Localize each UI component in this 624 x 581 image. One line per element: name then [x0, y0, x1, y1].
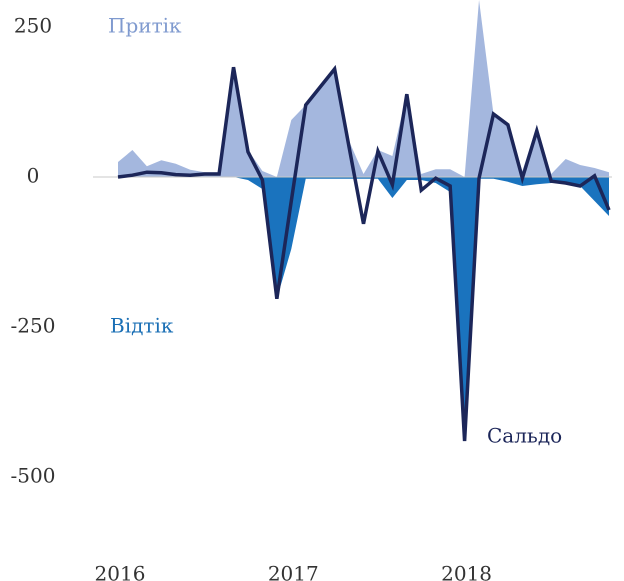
x-tick-label: 2018: [441, 562, 492, 581]
net-line: [117, 64, 611, 442]
series-label: Притік: [108, 14, 182, 38]
y-tick-label: -250: [11, 314, 56, 338]
x-tick-label: 2017: [268, 562, 319, 581]
series-label: Відтік: [110, 314, 174, 338]
y-tick-label: -500: [11, 464, 56, 488]
area: [118, 0, 609, 177]
series-label: Сальдо: [487, 424, 562, 448]
x-tick-label: 2016: [95, 562, 146, 581]
y-tick-label: 0: [27, 164, 40, 188]
y-tick-label: 250: [14, 14, 52, 38]
